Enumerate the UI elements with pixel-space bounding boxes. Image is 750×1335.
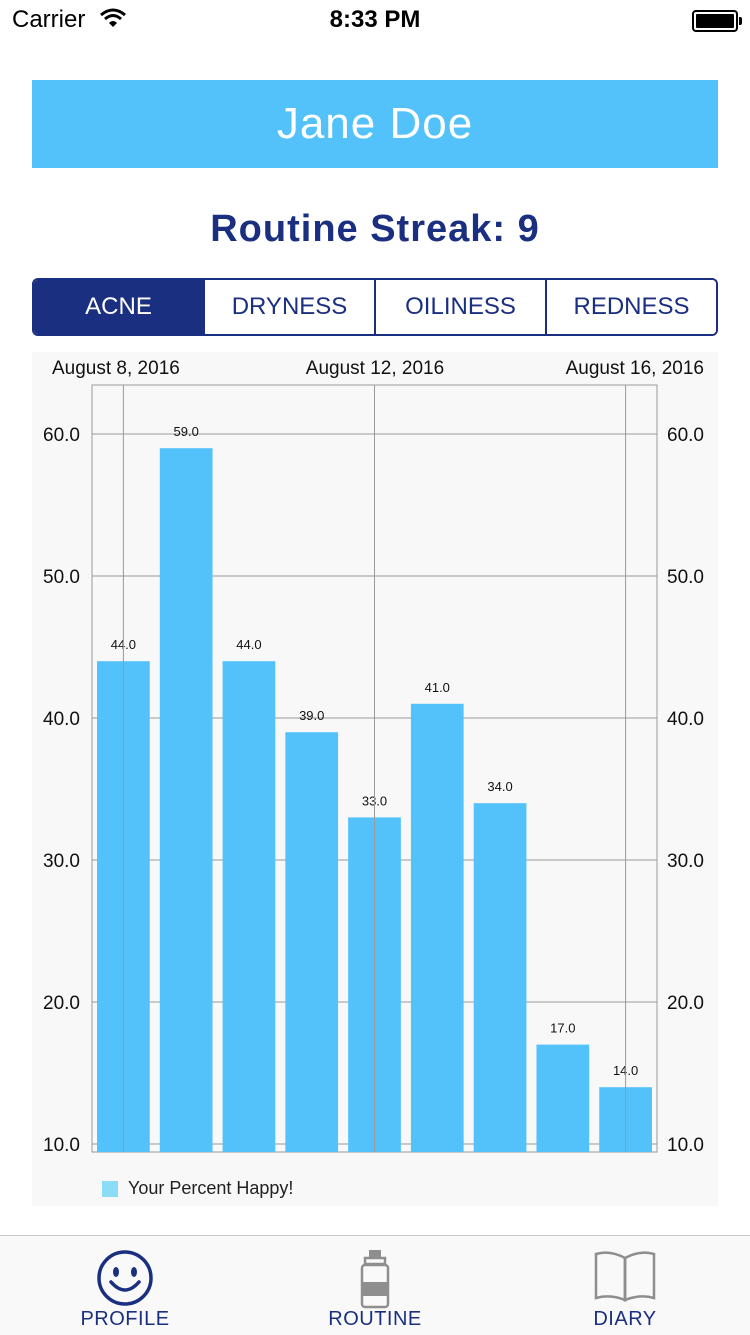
condition-segmented-control: ACNE DRYNESS OILINESS REDNESS [32, 278, 718, 336]
tab-diary-label: DIARY [593, 1308, 657, 1330]
y-tick-right: 40.0 [667, 709, 704, 730]
profile-name-banner: Jane Doe [32, 80, 718, 168]
bar-value-label: 44.0 [236, 637, 261, 652]
status-bar: Carrier 8:33 PM [0, 0, 750, 40]
y-tick-right: 10.0 [667, 1135, 704, 1156]
x-tick-label: August 8, 2016 [52, 358, 180, 379]
bar [473, 803, 527, 1152]
happiness-chart: 60.0 60.0 50.0 50.0 40.0 40.0 30.0 30.0 20.0 20.0… [32, 352, 718, 1206]
bar [285, 732, 339, 1152]
y-tick-right: 50.0 [667, 567, 704, 588]
smiley-icon [95, 1248, 155, 1313]
tab-routine[interactable]: ROUTINE [250, 1236, 500, 1335]
y-tick-left: 50.0 [43, 567, 80, 588]
segment-dryness[interactable]: DRYNESS [203, 280, 374, 334]
y-tick-right: 60.0 [667, 425, 704, 446]
routine-streak: Routine Streak: 9 [210, 208, 540, 250]
legend-swatch [102, 1180, 118, 1197]
book-icon [592, 1248, 658, 1309]
tab-profile-label: PROFILE [80, 1308, 170, 1330]
segment-oiliness[interactable]: OILINESS [374, 280, 545, 334]
y-tick-left: 20.0 [43, 993, 80, 1014]
status-time: 8:33 PM [329, 6, 421, 33]
bar-chart-svg: 60.0 60.0 50.0 50.0 40.0 40.0 30.0 30.0 20.0 20.0… [43, 358, 704, 1156]
segment-acne[interactable]: ACNE [34, 280, 203, 334]
wifi-icon [100, 8, 126, 33]
battery-icon [692, 10, 742, 32]
bottle-icon [355, 1248, 395, 1315]
tab-bar: PROFILE ROUTINE DIARY [0, 1235, 750, 1335]
y-tick-left: 30.0 [43, 851, 80, 872]
bar [536, 1044, 590, 1152]
bar-value-label: 39.0 [299, 708, 324, 723]
legend-label: Your Percent Happy! [128, 1178, 294, 1198]
bar-value-label: 59.0 [174, 424, 199, 439]
y-tick-right: 20.0 [667, 993, 704, 1014]
y-tick-left: 40.0 [43, 709, 80, 730]
carrier-label: Carrier [12, 6, 86, 33]
bar-value-label: 34.0 [487, 779, 512, 794]
tab-profile[interactable]: PROFILE [0, 1236, 250, 1335]
tab-diary[interactable]: DIARY [500, 1236, 750, 1335]
tab-routine-label: ROUTINE [328, 1308, 422, 1330]
bar [410, 703, 464, 1152]
x-tick-label: August 16, 2016 [566, 358, 704, 379]
x-tick-label: August 12, 2016 [306, 358, 444, 379]
bar [222, 661, 276, 1152]
bar-value-label: 41.0 [425, 680, 450, 695]
segment-redness[interactable]: REDNESS [545, 280, 716, 334]
bar-value-label: 17.0 [550, 1021, 575, 1036]
y-tick-left: 10.0 [43, 1135, 80, 1156]
y-tick-left: 60.0 [43, 425, 80, 446]
bar [159, 448, 213, 1152]
y-tick-right: 30.0 [667, 851, 704, 872]
chart-legend: Your Percent Happy! [102, 1178, 293, 1199]
